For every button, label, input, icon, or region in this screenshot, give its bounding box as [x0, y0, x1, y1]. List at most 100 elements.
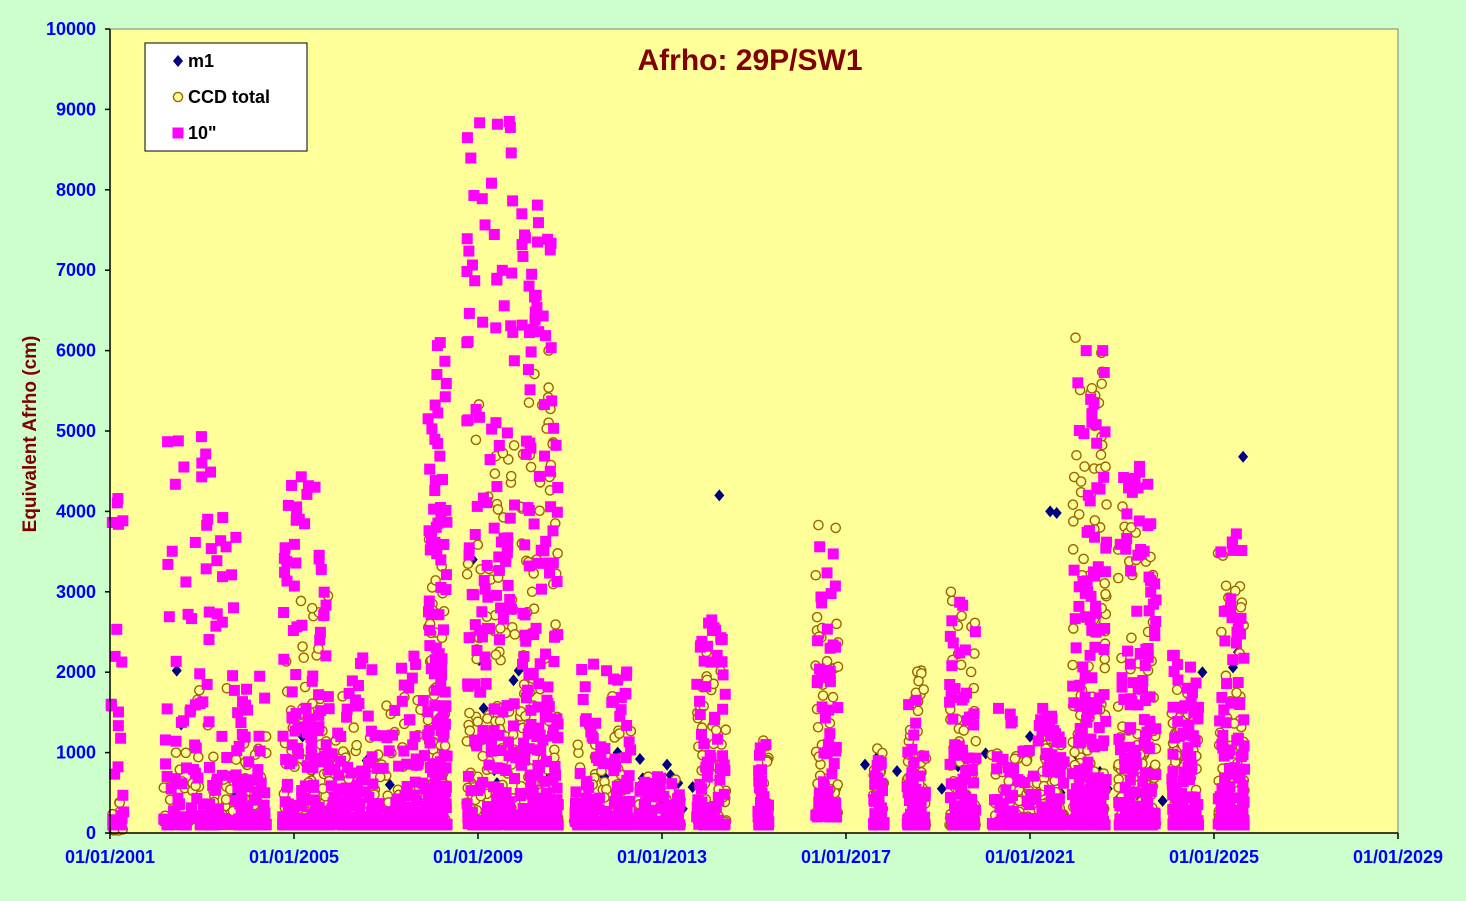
ten-inch-point [403, 714, 415, 726]
ten-inch-point [532, 769, 544, 781]
ten-inch-point [351, 779, 363, 791]
ten-inch-point [437, 709, 449, 721]
ten-inch-point [493, 634, 505, 646]
ccd-total-point [1100, 461, 1111, 473]
ten-inch-point [1226, 612, 1238, 624]
ccd-total-point [525, 461, 537, 473]
ten-inch-point [117, 789, 129, 801]
ccd-total-point [1171, 684, 1183, 696]
ten-inch-point [967, 777, 979, 789]
ten-inch-point [494, 763, 506, 775]
ten-inch-point [1114, 744, 1126, 756]
ten-inch-point [1070, 642, 1082, 654]
ten-inch-point [483, 759, 495, 771]
ten-inch-point [586, 731, 598, 743]
ten-inch-point [396, 695, 408, 707]
ten-inch-point [313, 553, 325, 565]
ten-inch-point [613, 814, 625, 826]
ten-inch-point [1178, 766, 1190, 778]
ten-inch-point [389, 704, 401, 716]
ten-inch-point [1121, 533, 1133, 545]
ten-inch-point [1214, 715, 1226, 727]
ten-inch-point [646, 813, 658, 825]
ten-inch-point [1132, 549, 1144, 561]
ten-inch-point [502, 541, 514, 553]
x-tick-label: 01/01/2025 [1169, 847, 1259, 867]
ten-inch-point [1124, 699, 1136, 711]
ten-inch-point [434, 809, 446, 821]
ten-inch-point [705, 812, 717, 824]
ten-inch-point [1177, 776, 1189, 788]
ten-inch-point [408, 650, 420, 662]
ten-inch-point [112, 720, 124, 732]
ten-inch-point [469, 619, 481, 631]
ccd-total-point [1126, 632, 1137, 644]
ten-inch-point [957, 599, 969, 611]
ccd-total-point [831, 618, 842, 630]
ten-inch-point [180, 762, 192, 774]
ten-inch-point [516, 319, 528, 331]
ten-inch-point [963, 752, 975, 764]
ten-inch-point [910, 783, 922, 795]
ten-inch-point [537, 734, 549, 746]
ten-inch-point [105, 700, 117, 712]
ten-inch-point [463, 245, 475, 257]
ten-inch-point [824, 728, 836, 740]
ten-inch-point [1142, 810, 1154, 822]
ten-inch-point [1079, 802, 1091, 814]
ten-inch-point [906, 814, 918, 826]
ten-inch-point [393, 760, 405, 772]
ten-inch-point [422, 706, 434, 718]
ccd-total-point [945, 586, 957, 598]
ten-inch-point [438, 538, 450, 550]
ten-inch-point [505, 320, 517, 332]
ten-inch-point [1169, 789, 1181, 801]
ten-inch-point [1085, 703, 1097, 715]
ten-inch-point [516, 759, 528, 771]
ten-inch-point [619, 687, 631, 699]
ten-inch-point [437, 474, 449, 486]
ten-inch-point [1079, 587, 1091, 599]
ten-inch-point [830, 745, 842, 757]
ten-inch-point [387, 819, 399, 831]
ten-inch-point [755, 818, 767, 830]
ten-inch-point [1123, 789, 1135, 801]
ten-inch-point [827, 548, 839, 560]
ten-inch-point [698, 738, 710, 750]
ten-inch-point [401, 758, 413, 770]
ten-inch-point [299, 780, 311, 792]
ten-inch-point [1068, 697, 1080, 709]
ten-inch-point [492, 784, 504, 796]
ten-inch-point [1137, 775, 1149, 787]
ten-inch-point [1070, 783, 1082, 795]
ten-inch-point [1235, 751, 1247, 763]
ten-inch-point [509, 499, 521, 511]
ten-inch-point [1222, 805, 1234, 817]
ten-inch-point [529, 291, 541, 303]
ten-inch-point [1118, 472, 1130, 484]
ten-inch-point [407, 739, 419, 751]
ten-inch-point [997, 753, 1009, 765]
ten-inch-point [1113, 733, 1125, 745]
ten-inch-point [508, 698, 520, 710]
ten-inch-point [501, 427, 513, 439]
ten-inch-point [761, 816, 773, 828]
ten-inch-point [520, 635, 532, 647]
ten-inch-point [970, 804, 982, 816]
ten-inch-point [466, 259, 478, 271]
ten-inch-point [1174, 803, 1186, 815]
ten-inch-point [242, 774, 254, 786]
ten-inch-point [597, 757, 609, 769]
ten-inch-point [574, 767, 586, 779]
ten-inch-point [1127, 677, 1139, 689]
ten-inch-point [1053, 793, 1065, 805]
ten-inch-point [410, 759, 422, 771]
ten-inch-point [356, 765, 368, 777]
legend-label: CCD total [188, 87, 270, 107]
ten-inch-point [540, 648, 552, 660]
ccd-total-point [810, 569, 822, 581]
ten-inch-point [201, 519, 213, 531]
ten-inch-point [317, 756, 329, 768]
ten-inch-point [910, 717, 922, 729]
